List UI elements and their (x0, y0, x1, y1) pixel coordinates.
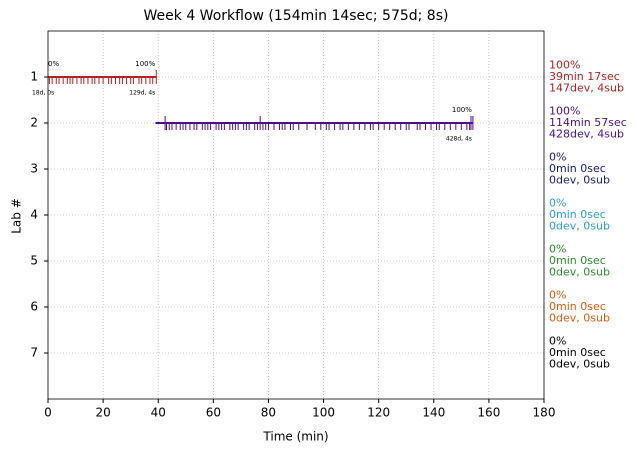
lane-summary: 0dev, 0sub (549, 358, 610, 371)
y-tick-label: 2 (30, 116, 38, 130)
lane-summary: 0min 0sec (549, 162, 606, 175)
lane-summary: 0dev, 0sub (549, 266, 610, 279)
end-label: 100% (135, 60, 155, 68)
lane-summary: 0% (549, 197, 566, 210)
plot-frame (47, 30, 545, 400)
lane-summary: 0% (549, 289, 566, 302)
lane-summary: 0dev, 0sub (549, 174, 610, 187)
lane-summary: 114min 57sec (549, 116, 627, 129)
lane-summary: 100% (549, 105, 580, 118)
lane-summary: 0min 0sec (549, 346, 606, 359)
x-tick-label: 180 (533, 406, 556, 420)
lane-summary: 0min 0sec (549, 254, 606, 267)
x-tick-label: 40 (151, 406, 166, 420)
lane-summary: 0dev, 0sub (549, 312, 610, 325)
lane-summary: 0% (549, 243, 566, 256)
y-tick-label: 3 (30, 162, 38, 176)
x-tick-label: 20 (95, 406, 110, 420)
x-tick-label: 120 (367, 406, 390, 420)
x-tick-label: 0 (44, 406, 52, 420)
end-sub: 129d, 4s (129, 90, 155, 97)
y-tick-label: 4 (30, 208, 38, 222)
x-axis-label: Time (min) (262, 430, 328, 444)
lane-summary: 0min 0sec (549, 208, 606, 221)
y-tick-label: 1 (30, 70, 38, 84)
lane-summary: 100% (549, 59, 580, 72)
end-label: 100% (452, 106, 472, 114)
y-tick-label: 7 (30, 346, 38, 360)
y-axis-label: Lab # (10, 198, 24, 234)
x-tick-label: 100 (312, 406, 335, 420)
x-tick-label: 80 (261, 406, 276, 420)
lane-summary: 0% (549, 335, 566, 348)
lane-summary: 0min 0sec (549, 300, 606, 313)
lane-summary: 428dev, 4sub (549, 128, 624, 141)
lane-summary: 0% (549, 151, 566, 164)
end-sub: 428d, 4s (446, 136, 472, 143)
chart-title: Week 4 Workflow (154min 14sec; 575d; 8s) (144, 8, 449, 24)
y-tick-label: 5 (30, 254, 38, 268)
lane-summary: 39min 17sec (549, 70, 620, 83)
start-label: 0% (48, 60, 59, 68)
lane-summary: 0dev, 0sub (549, 220, 610, 233)
x-tick-label: 160 (477, 406, 500, 420)
x-tick-label: 140 (422, 406, 445, 420)
lane-summary: 147dev, 4sub (549, 82, 624, 95)
y-tick-label: 6 (30, 300, 38, 314)
start-sub: 18d, 0s (32, 90, 54, 97)
x-tick-label: 60 (206, 406, 221, 420)
